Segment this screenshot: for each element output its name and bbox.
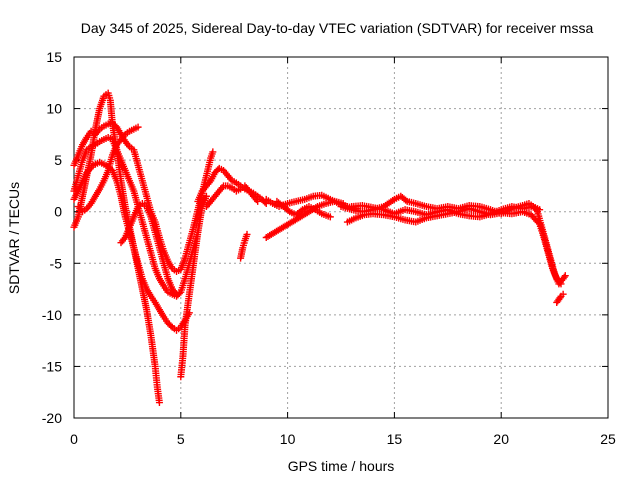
data-series — [337, 192, 569, 306]
data-point — [173, 290, 181, 298]
y-tick-label: -10 — [42, 307, 62, 323]
y-tick-label: -15 — [42, 358, 62, 374]
axis-ticks: 0 5 10 15 20 25 -20 -15 -10 -5 0 5 10 15 — [42, 49, 616, 447]
data-point — [202, 192, 210, 200]
y-tick-label: 5 — [54, 152, 62, 168]
data-point — [560, 273, 568, 281]
data-point — [557, 280, 565, 288]
data-point — [284, 206, 292, 214]
x-tick-label: 5 — [177, 431, 185, 447]
plot-frame — [73, 56, 609, 419]
y-tick-label: -20 — [42, 410, 62, 426]
data-point — [243, 230, 251, 238]
y-axis-label: SDTVAR / TECUs — [6, 182, 22, 294]
data-series — [194, 164, 360, 262]
data-point — [155, 399, 163, 407]
x-tick-label: 15 — [387, 431, 403, 447]
y-tick-label: -5 — [50, 255, 63, 271]
x-tick-label: 0 — [70, 431, 78, 447]
x-axis-label: GPS time / hours — [288, 458, 395, 474]
y-tick-label: 0 — [54, 204, 62, 220]
x-tick-label: 10 — [280, 431, 296, 447]
data-series — [70, 89, 217, 407]
data-point — [209, 148, 217, 156]
data-points — [70, 89, 569, 407]
x-tick-label: 25 — [600, 431, 616, 447]
data-point — [134, 123, 142, 131]
y-tick-label: 15 — [46, 49, 62, 65]
data-point — [326, 213, 334, 221]
chart-title: Day 345 of 2025, Sidereal Day-to-day VTE… — [81, 20, 594, 36]
y-tick-label: 10 — [46, 101, 62, 117]
data-point — [561, 272, 569, 280]
data-point — [167, 322, 175, 330]
data-point — [402, 196, 410, 204]
data-point — [534, 219, 542, 227]
data-point — [297, 207, 305, 215]
data-point — [536, 206, 544, 214]
data-point — [559, 290, 567, 298]
data-point — [254, 197, 262, 205]
data-point — [556, 294, 564, 302]
x-tick-label: 20 — [493, 431, 509, 447]
